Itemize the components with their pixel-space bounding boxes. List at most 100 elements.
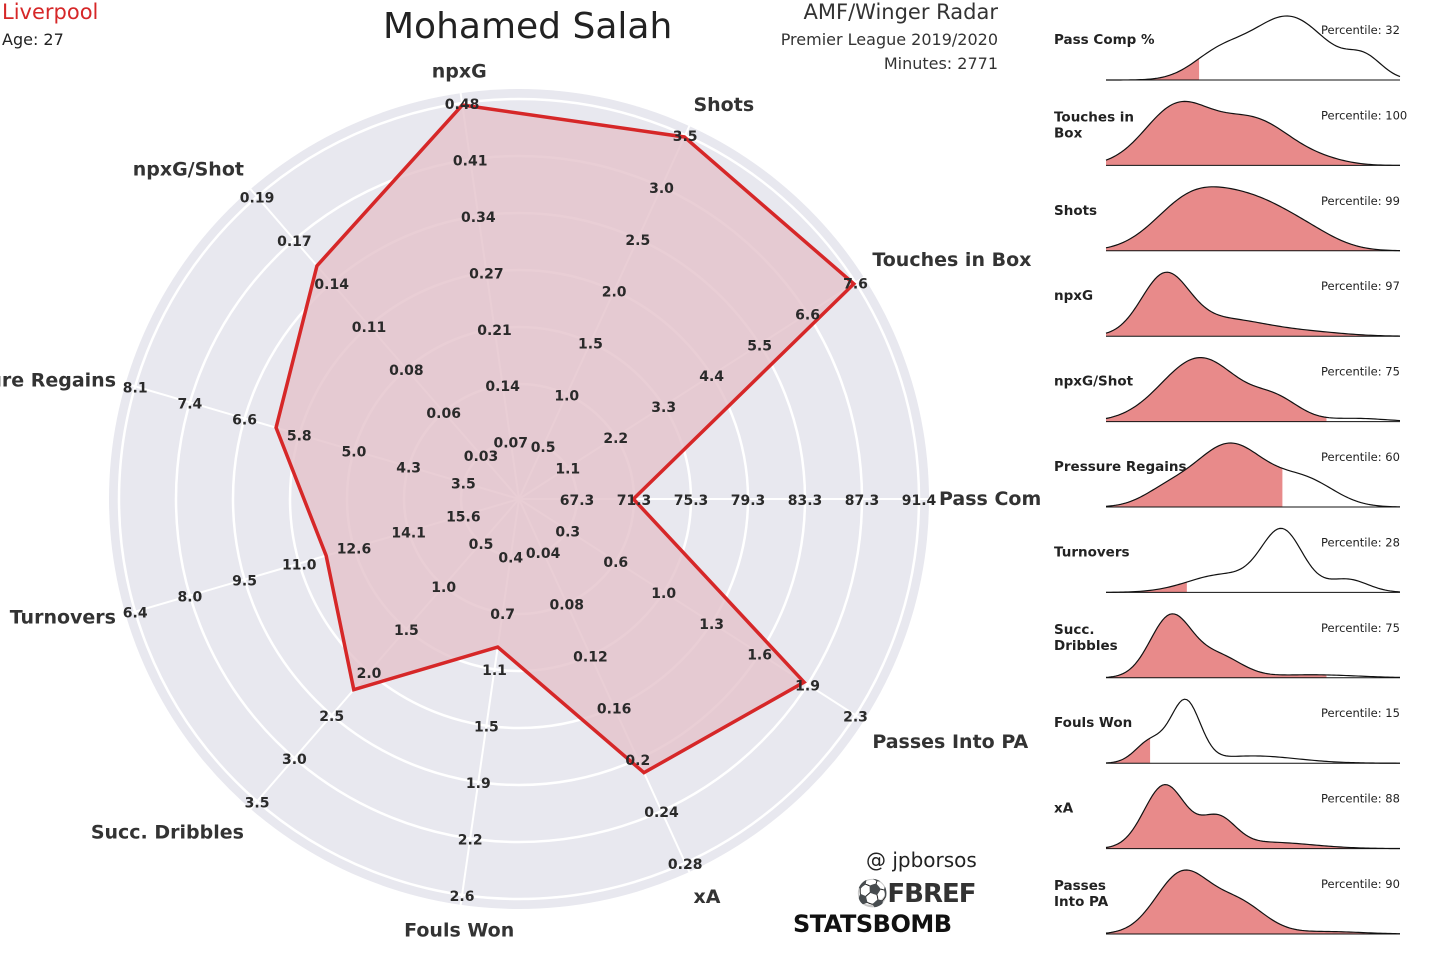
radar-tick-label: 6.6 [795,308,820,324]
radar-tick-label: 2.2 [603,431,628,447]
radar-tick-label: 4.3 [396,461,421,477]
kde-percentile-fill [1106,870,1371,934]
fbref-logo-text: FBREF [887,879,976,909]
kde-curve [1105,869,1401,935]
kde-percentile-label: Percentile: 32 [1321,23,1400,37]
kde-percentile-fill [1106,613,1327,678]
fbref-ball-icon: ⚽ [856,879,888,909]
radar-tick-label: 0.03 [464,449,499,465]
radar-tick-label: 0.48 [445,97,480,113]
radar-tick-label: 2.3 [843,709,868,725]
kde-metric-label: npxG/Shot [1054,374,1134,390]
kde-metric-label-line: Shots [1054,203,1097,219]
kde-panel-touches-in-box: Touches in Box Percentile: 100 [1054,100,1407,166]
radar-axis-label-npxg: npxG [432,60,487,82]
player-name: Mohamed Salah [383,6,673,47]
radar-tick-label: 6.4 [123,606,148,622]
radar-axis-label-succ-dribbles: Succ. Dribbles [91,821,244,843]
radar-tick-label: 0.24 [644,805,679,821]
radar-tick-label: 5.8 [287,428,312,444]
radar-tick-label: 0.5 [469,537,494,553]
radar-tick-label: 2.5 [625,233,650,249]
kde-metric-label-line: Dribbles [1054,638,1118,654]
kde-metric-label: xA [1054,801,1074,817]
radar-tick-label: 2.6 [450,889,475,905]
radar-tick-label: 11.0 [282,558,317,574]
radar-tick-label: 6.6 [232,412,257,428]
radar-tick-label: 0.4 [498,550,523,566]
kde-percentile-fill [1106,357,1327,422]
kde-curve [1105,15,1401,81]
team-name: Liverpool [2,0,99,24]
radar-tick-label: 7.4 [177,396,202,412]
radar-tick-label: 1.3 [699,617,724,633]
kde-metric-label: Fouls Won [1054,715,1132,731]
radar-tick-label: 1.1 [482,663,507,679]
radar-axis-label-touches-in-box: Touches in Box [872,249,1031,271]
radar-tick-label: 0.19 [240,191,275,207]
kde-metric-label-line: Into PA [1054,894,1109,910]
radar-tick-label: 0.08 [389,363,424,379]
radar-tick-label: 9.5 [232,574,257,590]
kde-percentile-label: Percentile: 75 [1321,621,1400,635]
radar-tick-label: 4.4 [699,369,724,385]
radar-tick-label: 3.5 [451,477,476,493]
kde-curve [1105,186,1401,252]
radar-tick-label: 1.5 [474,720,499,736]
kde-percentile-fill [1106,58,1200,80]
player-age: Age: 27 [2,30,64,49]
kde-metric-label-line: Touches in [1054,109,1134,125]
radar-chart: 67.3 71.3 75.3 79.3 83.3 87.3 91.4 1.1 2.2 3.3 4.4… [0,60,1040,942]
kde-metric-label: Shots [1054,203,1097,219]
kde-percentile-label: Percentile: 90 [1321,877,1400,891]
radar-tick-label: 0.34 [461,210,496,226]
radar-axis-label-fouls-won: Fouls Won [404,920,514,942]
radar-tick-label: 0.16 [597,701,632,717]
radar-tick-label: 0.04 [526,546,561,562]
kde-metric-label-line: Succ. [1054,622,1094,638]
radar-tick-label: 0.5 [531,440,556,456]
kde-percentile-fill [1106,186,1396,251]
radar-data-polygon [274,103,857,775]
radar-tick-label: 75.3 [674,493,709,509]
kde-percentile-fill [1106,784,1364,849]
radar-tick-label: 3.0 [649,181,674,197]
kde-panel-pass-comp: Pass Comp % Percentile: 32 [1054,15,1401,81]
radar-tick-label: 3.3 [651,400,676,416]
radar-tick-label: 0.14 [314,277,349,293]
kde-percentile-fill [1106,272,1391,337]
kde-metric-label-line: npxG [1054,288,1093,304]
radar-tick-label: 1.9 [795,678,820,694]
radar-tick-label: 0.2 [625,753,650,769]
radar-tick-label: 0.3 [555,524,580,540]
radar-tick-label: 1.0 [554,388,579,404]
kde-percentile-fill [1106,582,1187,593]
kde-percentile-label: Percentile: 28 [1321,535,1400,549]
radar-tick-label: 2.5 [319,709,344,725]
radar-tick-label: 5.0 [342,445,367,461]
radar-tick-label: 79.3 [731,493,766,509]
radar-title: AMF/Winger Radar [803,0,998,24]
radar-tick-label: 83.3 [788,493,823,509]
kde-percentile-fill [1106,101,1400,166]
radar-tick-label: 2.0 [602,285,627,301]
kde-curve [1105,698,1401,764]
kde-percentile-fill [1106,738,1151,764]
kde-metric-label-line: Pressure Regains [1054,459,1187,475]
radar-tick-label: 0.21 [477,323,512,339]
kde-panel-xa: xA Percentile: 88 [1054,783,1401,850]
radar-tick-label: 0.06 [426,406,461,422]
radar-tick-label: 0.41 [453,153,488,169]
radar-tick-label: 3.5 [245,795,270,811]
radar-tick-label: 15.6 [446,509,481,525]
kde-percentile-label: Percentile: 97 [1321,279,1400,293]
kde-curve [1105,613,1401,678]
radar-tick-label: 1.9 [466,776,491,792]
kde-metric-label: Passes Into PA [1054,878,1109,910]
league-season: Premier League 2019/2020 [780,30,998,49]
radar-tick-label: 0.11 [352,320,387,336]
kde-percentile-label: Percentile: 75 [1321,365,1400,379]
radar-axis-label-pressure-regains: Pressure Regains [0,370,116,392]
kde-curve [1105,783,1401,850]
kde-curve [1105,356,1401,422]
